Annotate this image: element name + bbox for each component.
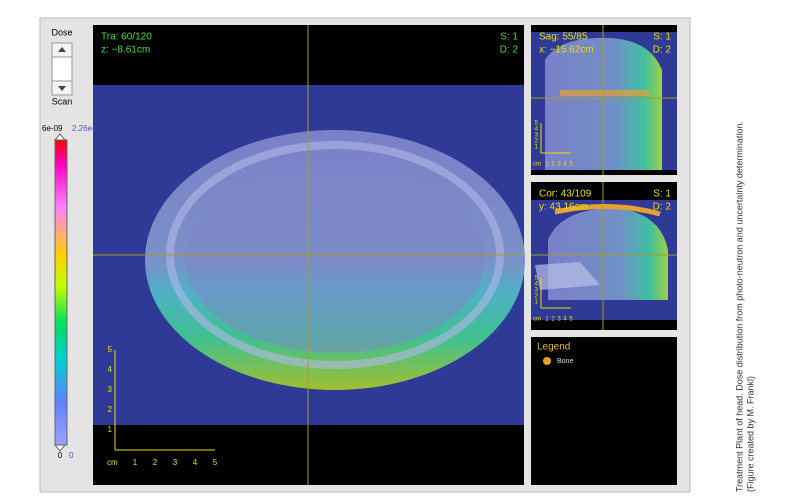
view-s: S: 1: [500, 32, 518, 43]
scale-x-label: 4: [193, 458, 198, 467]
scale-y-label: 1: [108, 425, 113, 434]
spin-field[interactable]: [51, 56, 73, 82]
view-d: D: 2: [500, 45, 519, 56]
scale-x-label: 5: [569, 162, 573, 168]
transverse-view[interactable]: [93, 25, 525, 485]
scale-x-label: 1: [545, 162, 549, 168]
scale-y-label: 4: [535, 127, 539, 133]
scale-y-label: 2: [535, 139, 539, 145]
caption: (Figure created by M. Frankl): [745, 376, 755, 492]
scale-x-label: 3: [173, 458, 178, 467]
scale-y-label: 3: [108, 385, 113, 394]
scale-x-label: 5: [569, 317, 573, 323]
scale-x-label: 5: [213, 458, 218, 467]
caption: Treatment Plant of head. Dose distributi…: [734, 121, 744, 492]
colorbar: [54, 139, 68, 446]
scale-x-label: 4: [563, 162, 567, 168]
scale-y-label: 5: [535, 121, 539, 127]
dose-label: Dose: [51, 27, 72, 37]
colorbar-max-value: 2.26e-09: [72, 124, 104, 133]
view-d: D: 2: [653, 202, 672, 213]
scale-x-label: 1: [545, 317, 549, 323]
view-s: S: 1: [653, 32, 671, 43]
scan-label: Scan: [52, 96, 73, 106]
view-d: D: 2: [653, 45, 672, 56]
coronal-view[interactable]: [531, 182, 677, 330]
scale-y-label: 5: [535, 276, 539, 282]
scale-y-label: 2: [108, 405, 113, 414]
scale-unit: cm: [533, 162, 541, 168]
scale-x-label: 2: [551, 317, 555, 323]
scale-y-label: 5: [108, 345, 113, 354]
colorbar-handle[interactable]: [53, 444, 67, 452]
scale-x-label: 3: [557, 162, 561, 168]
view-position: x: −15.62cm: [539, 45, 594, 56]
scale-x-label: 2: [153, 458, 158, 467]
sagittal-view[interactable]: [531, 25, 677, 175]
colorbar-min: 0: [58, 451, 63, 460]
scale-x-label: 3: [557, 317, 561, 323]
legend-panel: Legend Bone: [531, 337, 677, 485]
view-title: Tra: 60/120: [101, 32, 152, 43]
view-title: Sag: 55/85: [539, 32, 588, 43]
scale-y-label: 4: [108, 365, 113, 374]
scale-x-label: 4: [563, 317, 567, 323]
up-arrow: [58, 47, 66, 52]
legend-title: Legend: [537, 342, 570, 353]
colorbar-min-value: 0: [69, 451, 74, 460]
scale-y-label: 4: [535, 282, 539, 288]
scale-y-label: 1: [535, 145, 539, 151]
view-title: Cor: 43/109: [539, 189, 592, 200]
view-s: S: 1: [653, 189, 671, 200]
view-position: y: 43.16cm: [539, 202, 588, 213]
scale-unit: cm: [533, 317, 541, 323]
legend-swatch: [543, 357, 551, 365]
down-arrow: [58, 86, 66, 91]
scale-y-label: 1: [535, 300, 539, 306]
scale-y-label: 3: [535, 133, 539, 139]
scale-unit: cm: [107, 458, 118, 467]
scale-x-label: 1: [133, 458, 138, 467]
view-position: z: −8.61cm: [101, 45, 150, 56]
scale-x-label: 2: [551, 162, 555, 168]
scale-y-label: 2: [535, 294, 539, 300]
legend-item: Bone: [557, 358, 573, 365]
colorbar-max: 6e-09: [42, 124, 63, 133]
scale-y-label: 3: [535, 288, 539, 294]
